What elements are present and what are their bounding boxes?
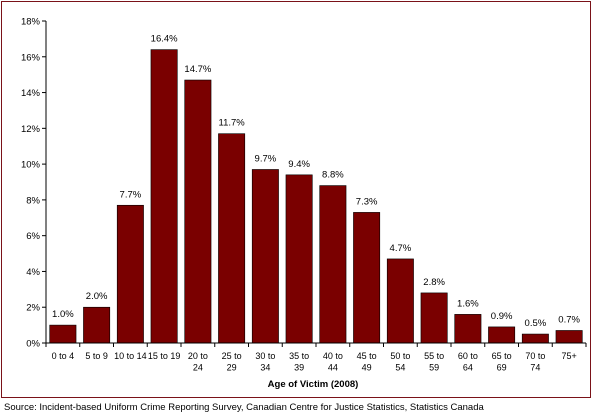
x-tick-label: 15 to 19 [148, 351, 181, 361]
bar [218, 133, 246, 344]
bar-value-label: 1.0% [52, 309, 74, 320]
y-tick-label: 8% [26, 195, 40, 206]
bar [251, 169, 279, 344]
x-tick-label: 45 to 49 [357, 351, 377, 373]
bar-value-label: 2.0% [86, 291, 108, 302]
x-tick-label: 10 to 14 [114, 351, 147, 361]
x-tick-label: 0 to 4 [52, 351, 75, 361]
bar-value-label: 16.4% [151, 34, 178, 45]
y-tick-label: 14% [21, 88, 41, 99]
bar [555, 330, 583, 344]
x-tick-label: 5 to 9 [85, 351, 108, 361]
x-tick-label: 25 to 29 [222, 351, 242, 373]
bar [319, 185, 347, 344]
y-tick-label: 18% [21, 17, 41, 28]
bar-value-label: 9.7% [255, 153, 277, 164]
bar-value-label: 11.7% [219, 118, 246, 129]
x-tick-label: 50 to 54 [390, 351, 410, 373]
bar-value-label: 7.3% [356, 196, 378, 207]
y-tick-label: 10% [21, 160, 41, 171]
bar [285, 174, 313, 344]
bar-value-label: 1.6% [457, 298, 479, 309]
bar [454, 314, 482, 344]
bar [184, 79, 212, 344]
chart-frame: 0% 2% 4% 6% 8% 10% 12% 14% 16% 18% 1.0% 2.0% 7.7% 16… [1, 1, 591, 398]
y-tick-label: 16% [21, 52, 41, 63]
bar-value-label: 14.7% [184, 64, 211, 75]
x-tick-label: 60 to 64 [458, 351, 478, 373]
y-tick-label: 2% [26, 303, 40, 314]
x-tick-label: 35 to 39 [289, 351, 309, 373]
bar-value-label: 0.7% [558, 314, 580, 325]
x-tick-label: 70 to 74 [525, 351, 545, 373]
y-tick-label: 6% [26, 231, 40, 242]
bar [116, 204, 144, 344]
y-tick-label: 12% [21, 124, 41, 135]
bar-chart: 0% 2% 4% 6% 8% 10% 12% 14% 16% 18% 1.0% 2.0% 7.7% 16… [21, 17, 587, 390]
bar [83, 306, 111, 344]
bar [521, 333, 549, 344]
bar [386, 258, 414, 344]
x-tick-label: 30 to 34 [255, 351, 275, 373]
bar [353, 212, 381, 344]
bar-value-label: 2.8% [423, 277, 445, 288]
x-tick-label: 55 to 59 [424, 351, 444, 373]
y-tick-label: 4% [26, 267, 40, 278]
bar-value-label: 8.8% [322, 170, 344, 181]
x-tick-label: 40 to 44 [323, 351, 343, 373]
x-tick-label: 75+ [561, 351, 576, 361]
bar [420, 292, 448, 344]
bar [49, 324, 77, 344]
bar [150, 49, 178, 344]
x-axis-title: Age of Victim (2008) [268, 379, 359, 390]
x-tick-label: 65 to 69 [492, 351, 512, 373]
source-note: Source: Incident-based Uniform Crime Rep… [4, 402, 484, 413]
bar-value-label: 4.7% [390, 243, 412, 254]
bar-value-label: 9.4% [288, 159, 310, 170]
y-tick-label: 0% [26, 339, 40, 350]
bar [488, 326, 516, 344]
bar-value-label: 7.7% [120, 189, 142, 200]
x-tick-label: 20 to 24 [188, 351, 208, 373]
bar-value-label: 0.5% [525, 318, 547, 329]
bar-value-label: 0.9% [491, 311, 513, 322]
